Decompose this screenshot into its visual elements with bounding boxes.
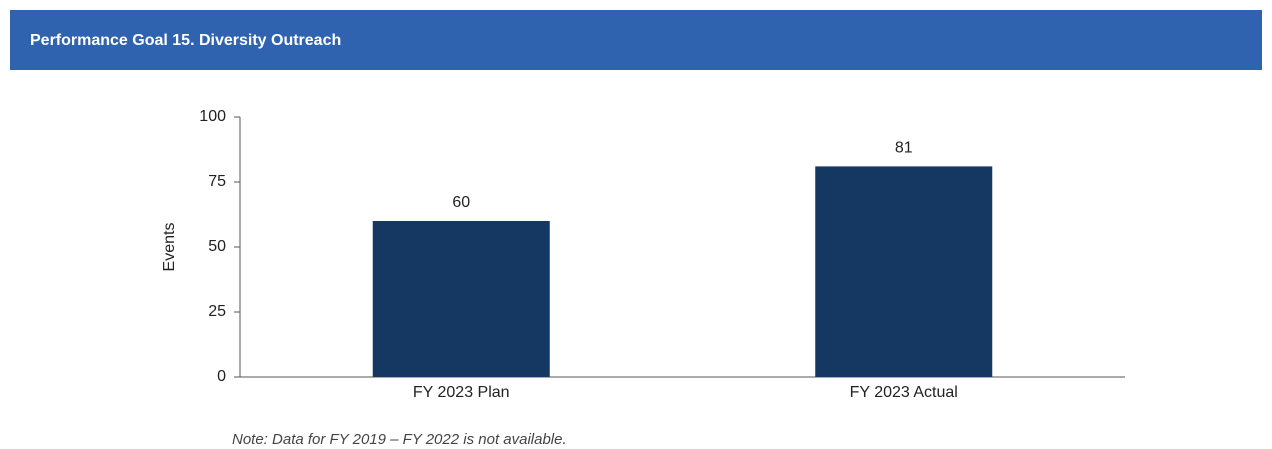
y-tick-label: 25 [208, 303, 226, 320]
y-tick-label: 0 [217, 368, 226, 385]
bar [815, 166, 993, 377]
y-tick-label: 75 [208, 173, 226, 190]
header-band [10, 10, 1262, 70]
y-tick-label: 100 [199, 108, 226, 125]
data-label: 81 [895, 140, 913, 157]
y-tick-label: 50 [208, 238, 226, 255]
x-tick-label: FY 2023 Actual [850, 384, 958, 401]
bar [372, 221, 550, 377]
note: Note: Data for FY 2019 – FY 2022 is not … [232, 431, 567, 448]
y-axis-label: Events [161, 223, 178, 272]
x-tick-label: FY 2023 Plan [413, 384, 510, 401]
data-label: 60 [452, 194, 470, 211]
chart-title: Performance Goal 15. Diversity Outreach [30, 32, 341, 49]
